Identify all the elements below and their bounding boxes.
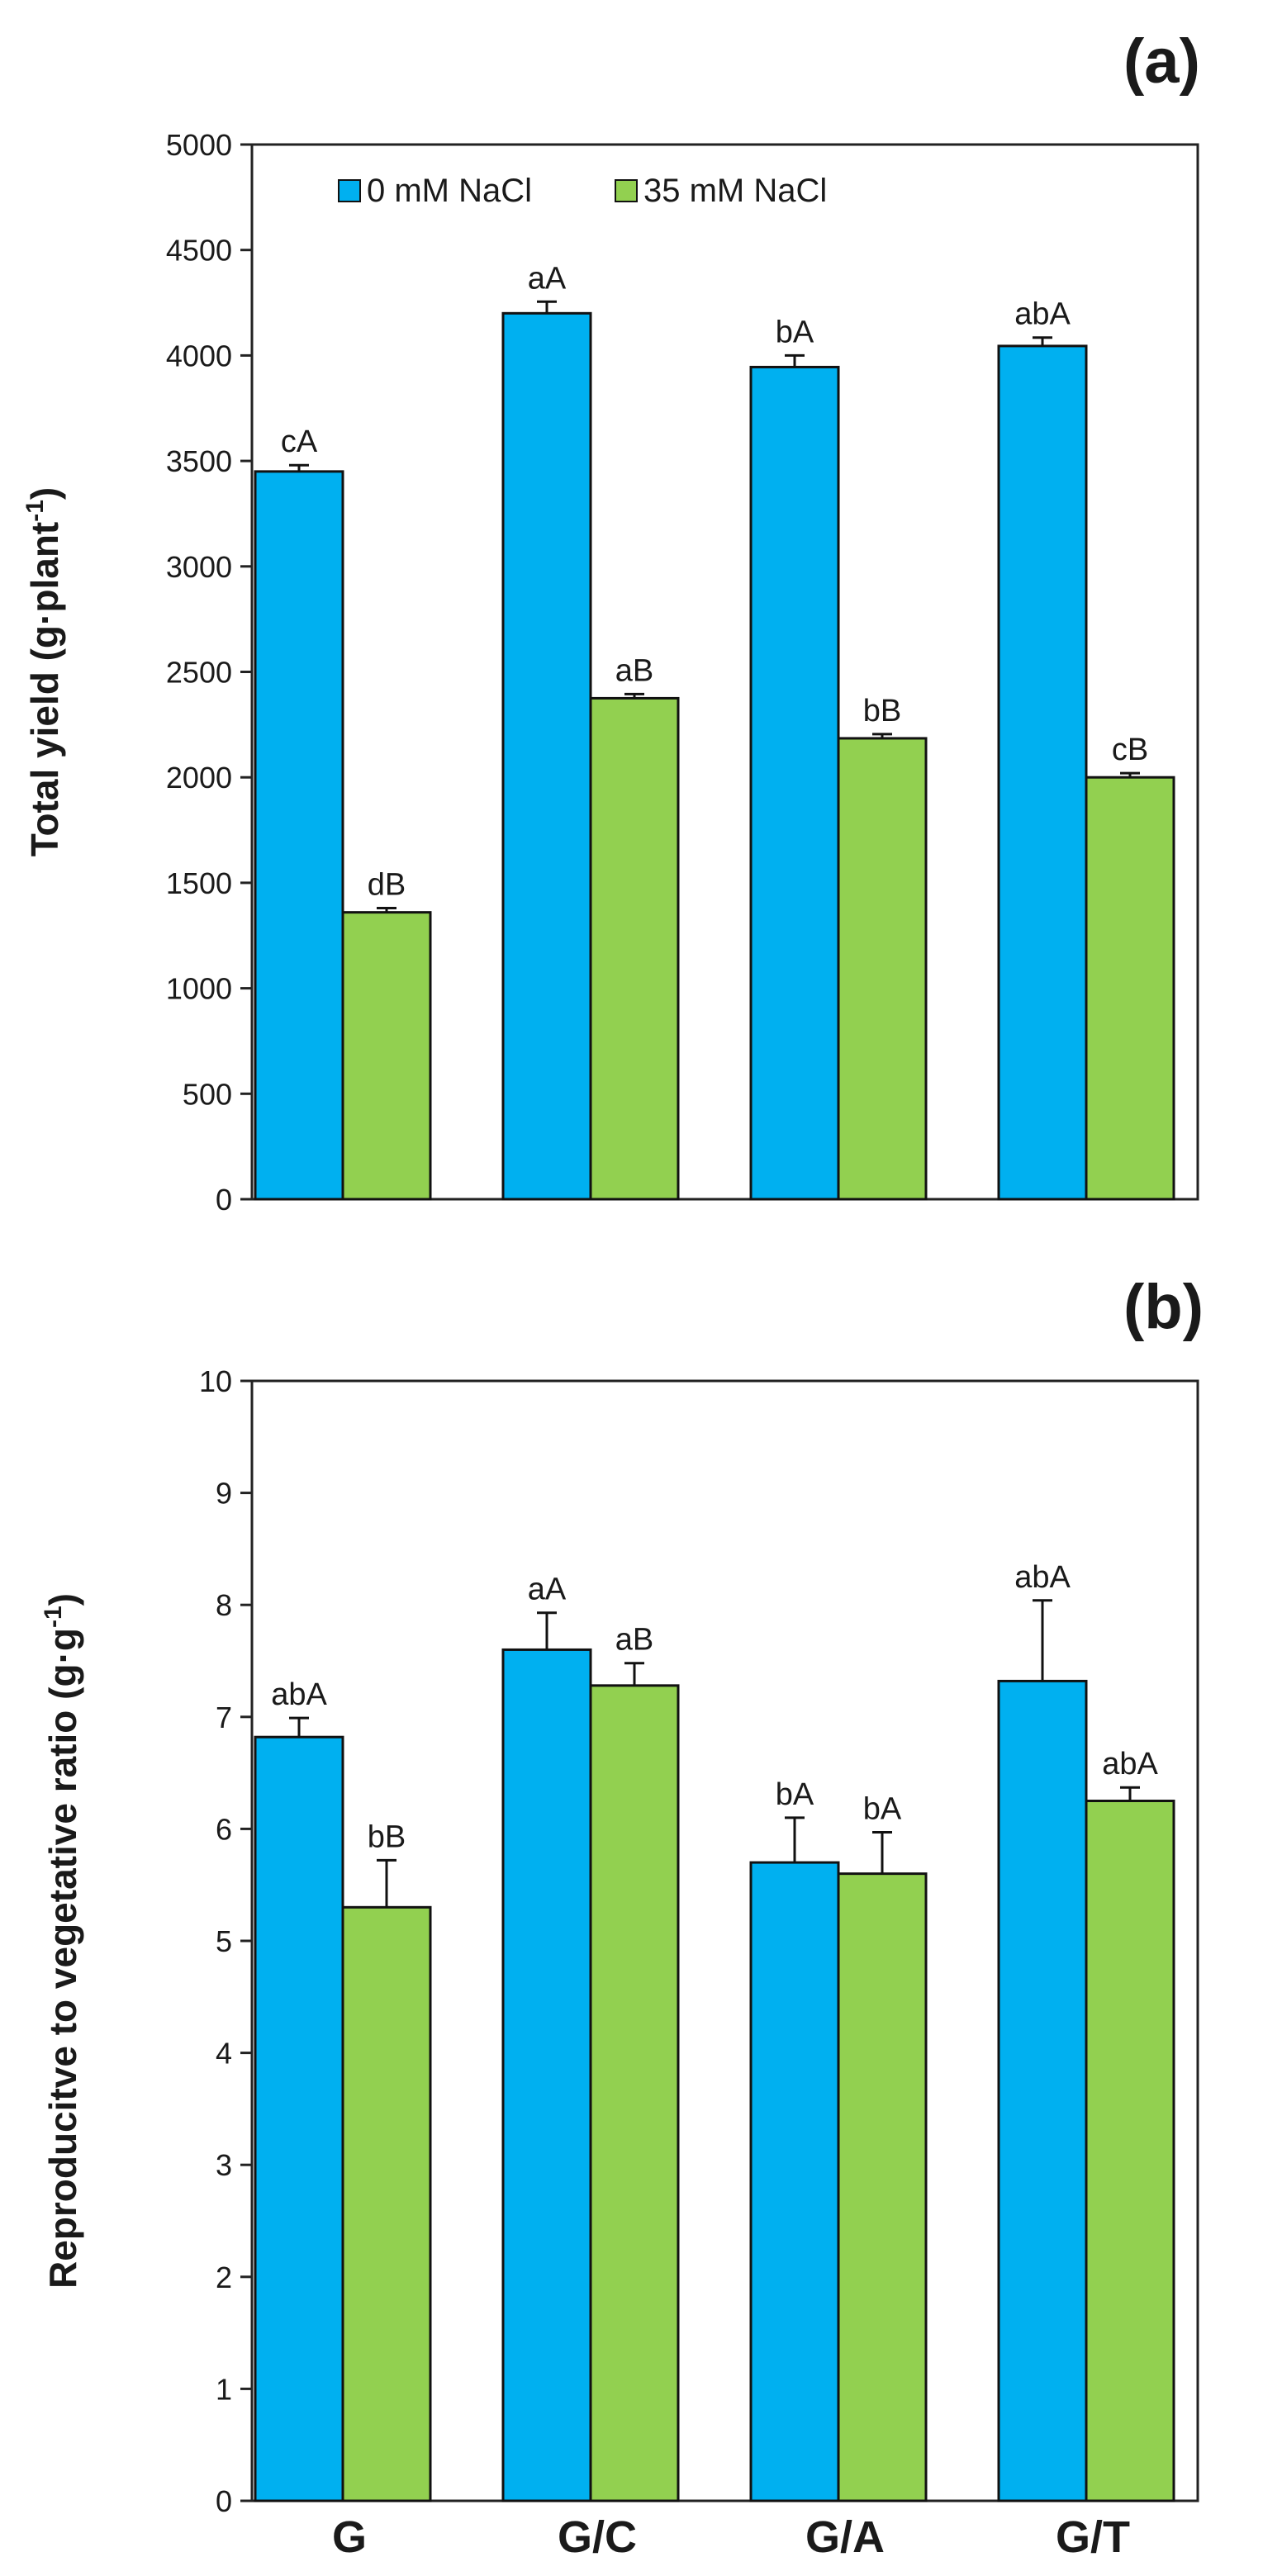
y-tick-label: 5 — [216, 1924, 232, 1958]
bar-G/C-series-1 — [501, 311, 592, 1201]
y-axis-label: Total yield (g·plant-1) — [21, 487, 66, 856]
data-label: bB — [368, 1819, 406, 1854]
data-label: aA — [528, 1573, 567, 1607]
legend-entry-2: 35 mM NaCl — [643, 173, 827, 209]
bar-G/T-series-1 — [997, 1679, 1088, 2502]
legend: 0 mM NaCl 35 mM NaCl — [338, 173, 827, 209]
data-label: aA — [528, 261, 567, 296]
y-tick-label: 4000 — [166, 339, 232, 372]
data-label: bA — [776, 1777, 814, 1812]
data-label: aB — [615, 653, 653, 688]
bar-G/C-series-2 — [589, 696, 680, 1201]
bar-G/T-series-2 — [1085, 776, 1175, 1201]
y-tick-label: 5000 — [166, 128, 232, 162]
y-tick-label: 7 — [216, 1701, 232, 1734]
bar-G-series-1 — [254, 470, 344, 1201]
y-tick-label: 4500 — [166, 234, 232, 268]
data-label: bA — [863, 1791, 902, 1826]
y-tick-label: 9 — [216, 1477, 232, 1511]
y-tick-label: 0 — [216, 2484, 232, 2518]
panel-label: (a) — [1123, 26, 1200, 97]
x-tick-label: G/C — [558, 2512, 637, 2562]
data-label: bB — [863, 694, 901, 728]
y-tick-label: 10 — [199, 1364, 232, 1398]
data-label: cB — [1112, 733, 1148, 767]
data-label: aB — [615, 1623, 653, 1658]
bar-G/C-series-2 — [589, 1684, 680, 2502]
bar-G-series-2 — [341, 1905, 432, 2502]
y-tick-label: 2 — [216, 2261, 232, 2294]
x-tick-label: G/T — [1056, 2512, 1130, 2562]
bar-G/T-series-2 — [1085, 1800, 1175, 2502]
y-tick-label: 1000 — [166, 972, 232, 1006]
chart-panel-2: (b) 0 1 2 3 4 5 6 7 8 9 10 Reproducitve to vegetativ… — [40, 1272, 1204, 2562]
y-tick-label: 2500 — [166, 656, 232, 690]
y-axis-label-close: ) — [41, 1593, 84, 1606]
data-label: abA — [271, 1677, 327, 1712]
legend-entry-1: 0 mM NaCl — [367, 173, 532, 209]
y-tick-label: 3000 — [166, 550, 232, 584]
y-tick-label: 0 — [216, 1183, 232, 1217]
y-axis-label: Reproducitve to vegetative ratio (g·g-1) — [40, 1593, 84, 2289]
bar-G/C-series-1 — [501, 1648, 592, 2502]
data-label: abA — [1014, 297, 1071, 332]
y-axis-label-close: ) — [23, 487, 66, 500]
panel-label: (b) — [1123, 1272, 1204, 1342]
bar-G/A-series-1 — [749, 365, 840, 1201]
chart-panel-1: (a) 0 500 1000 1500 2000 2500 3000 3500 4000 4500 5… — [21, 26, 1200, 1217]
legend-swatch-2 — [615, 179, 638, 202]
bar-G/T-series-1 — [997, 344, 1088, 1201]
y-axis-label-main: Total yield (g·plant — [23, 522, 66, 856]
data-label: cA — [281, 425, 318, 459]
bar-G-series-2 — [341, 911, 432, 1201]
bar-G/A-series-2 — [837, 737, 928, 1201]
bar-G/A-series-1 — [749, 1861, 840, 2502]
x-tick-label: G — [332, 2512, 367, 2562]
data-label: dB — [368, 868, 406, 903]
y-tick-label: 500 — [183, 1077, 232, 1111]
y-tick-label: 8 — [216, 1588, 232, 1622]
legend-swatch-1 — [338, 179, 361, 202]
y-tick-label: 3 — [216, 2148, 232, 2182]
bar-G/A-series-2 — [837, 1872, 928, 2502]
y-tick-label: 3500 — [166, 444, 232, 478]
y-axis-label-main: Reproducitve to vegetative ratio (g·g — [41, 1628, 84, 2289]
y-tick-label: 4 — [216, 2037, 232, 2071]
x-tick-label: G/A — [805, 2512, 885, 2562]
y-tick-label: 6 — [216, 1812, 232, 1846]
y-axis-label-superscript: -1 — [40, 1606, 67, 1628]
y-tick-label: 1500 — [166, 866, 232, 900]
data-label: abA — [1102, 1747, 1158, 1781]
data-label: abA — [1014, 1560, 1071, 1595]
y-tick-label: 1 — [216, 2372, 232, 2406]
data-label: bA — [776, 315, 814, 349]
y-axis-label-superscript: -1 — [21, 500, 49, 522]
bar-G-series-1 — [254, 1735, 344, 2502]
y-tick-label: 2000 — [166, 761, 232, 795]
